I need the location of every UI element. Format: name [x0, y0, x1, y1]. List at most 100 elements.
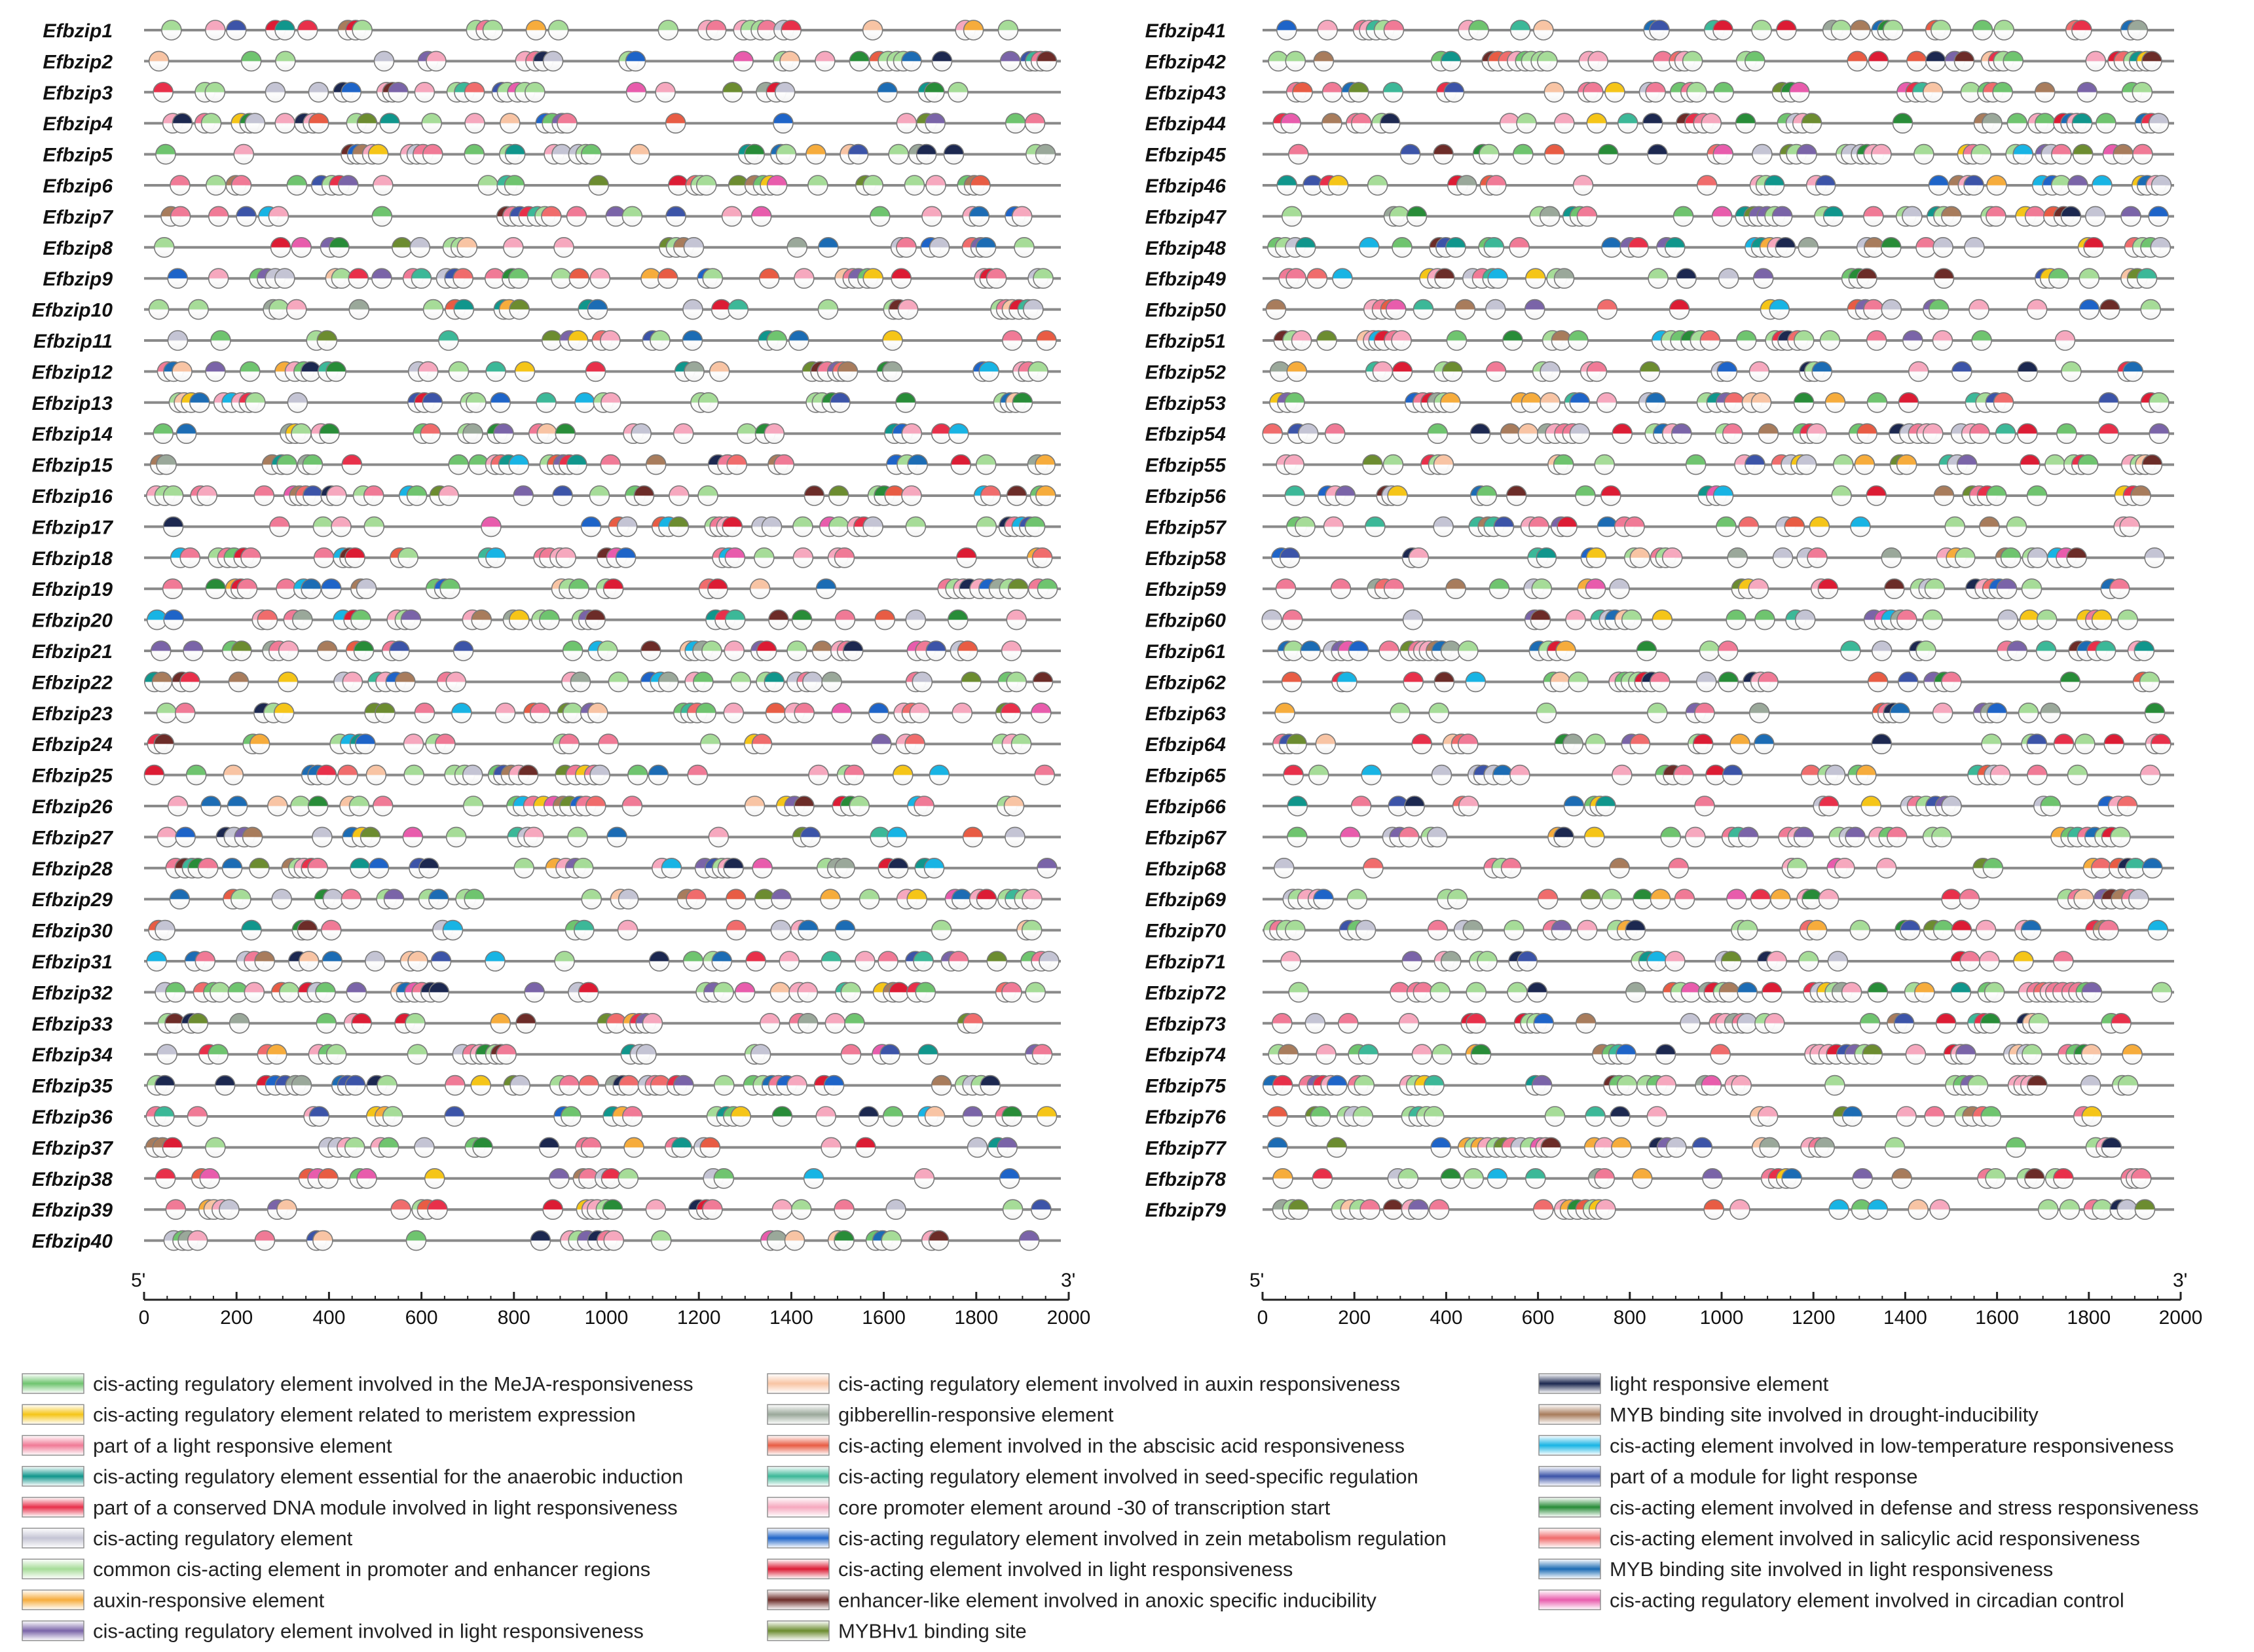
cis-element-marker	[1488, 578, 1510, 600]
cis-element-marker	[1284, 485, 1306, 506]
cis-element-marker	[1387, 485, 1408, 506]
cis-element-marker	[1738, 516, 1760, 538]
gene-label: Efbzip76	[1145, 1107, 1227, 1128]
cis-element-marker	[189, 392, 210, 413]
cis-element-marker	[1819, 330, 1841, 351]
cis-element-marker	[1691, 1137, 1713, 1158]
cis-element-marker	[2148, 206, 2169, 227]
cis-element-marker	[379, 113, 400, 134]
cis-element-marker	[1337, 671, 1358, 693]
cis-element-marker	[278, 982, 300, 1003]
cis-element-marker	[2013, 951, 2034, 972]
cis-element-marker	[298, 951, 320, 972]
cis-element-marker	[1035, 485, 1056, 506]
cis-element-marker	[769, 982, 791, 1003]
cis-element-marker	[1944, 516, 1966, 538]
cis-element-marker	[371, 268, 392, 289]
cis-element-marker	[1731, 1074, 1752, 1096]
cis-element-marker	[485, 547, 506, 568]
gene-label: Efbzip77	[1145, 1137, 1227, 1159]
cis-element-marker	[1863, 206, 1884, 227]
gene-label: Efbzip62	[1145, 672, 1227, 693]
cis-element-marker	[1852, 1168, 1873, 1189]
cis-element-marker	[375, 703, 396, 724]
cis-element-marker	[321, 578, 342, 600]
cis-element-marker	[424, 1168, 445, 1189]
cis-element-marker	[1531, 578, 1553, 600]
cis-element-marker	[1536, 703, 1557, 724]
cis-element-marker	[724, 609, 746, 631]
cis-element-marker	[1361, 764, 1382, 786]
cis-element-marker	[183, 640, 204, 661]
cis-element-marker	[373, 175, 394, 196]
cis-element-marker	[162, 1137, 183, 1158]
cis-element-marker	[1676, 268, 1697, 289]
cis-element-marker	[464, 889, 485, 909]
cis-element-marker	[239, 361, 261, 382]
cis-element-marker	[1655, 1074, 1676, 1096]
cis-element-marker	[464, 113, 485, 134]
cis-element-marker	[1557, 516, 1578, 538]
cis-element-marker	[2110, 826, 2131, 848]
cis-element-marker	[1306, 268, 1328, 289]
cis-element-marker	[1033, 268, 1054, 289]
cis-element-marker	[2151, 175, 2172, 196]
cis-element-marker	[1922, 609, 1944, 631]
cis-element-marker	[1831, 485, 1852, 506]
cis-element-marker	[2003, 50, 2024, 72]
cis-element-marker	[888, 143, 909, 165]
cis-element-marker	[435, 733, 456, 754]
cis-element-marker	[1748, 361, 1770, 382]
cis-element-marker	[957, 640, 978, 661]
cis-element-marker	[842, 640, 864, 661]
gene-label: Efbzip28	[32, 858, 113, 880]
cis-element-marker	[682, 951, 704, 972]
cis-element-marker	[1265, 299, 1287, 320]
cis-element-marker	[788, 330, 809, 351]
cis-element-marker	[219, 1199, 240, 1220]
cis-element-marker	[490, 392, 511, 413]
cis-element-marker	[1476, 485, 1498, 506]
three-prime-label: 3'	[2173, 1270, 2187, 1291]
cis-element-marker	[1324, 423, 1346, 445]
cis-element-marker	[1295, 236, 1316, 258]
cis-element-marker	[737, 423, 758, 445]
cis-element-marker	[199, 1168, 221, 1189]
cis-element-marker	[274, 268, 295, 289]
gene-label: Efbzip23	[32, 703, 113, 725]
gene-label: Efbzip32	[32, 982, 113, 1004]
axis-tick-label: 1200	[677, 1307, 721, 1329]
axis-tick-label: 1200	[1792, 1307, 1836, 1329]
cis-element-marker	[1434, 268, 1455, 289]
cis-element-marker	[1516, 113, 1537, 134]
cis-element-marker	[581, 143, 602, 165]
cis-element-marker	[1745, 454, 1765, 475]
cis-element-marker	[1834, 858, 1855, 879]
gene-label: Efbzip61	[1145, 641, 1226, 663]
cis-element-marker	[1818, 889, 1839, 909]
gene-label: Efbzip68	[1145, 858, 1227, 880]
legend-label: cis-acting regulatory element related to…	[93, 1403, 636, 1426]
cis-element-marker	[1288, 982, 1309, 1003]
cis-element-marker	[536, 423, 558, 445]
cis-element-marker	[405, 1013, 426, 1034]
cis-element-marker	[804, 485, 825, 506]
cis-element-marker	[1896, 454, 1917, 475]
cis-element-marker	[2026, 299, 2048, 320]
cis-element-marker	[648, 764, 669, 786]
cis-element-marker	[997, 1137, 1018, 1158]
cis-element-marker	[581, 889, 602, 909]
cis-element-marker	[1348, 640, 1369, 661]
cis-element-marker	[462, 796, 484, 817]
cis-element-marker	[618, 889, 639, 909]
cis-element-marker	[882, 361, 903, 382]
cis-element-marker	[176, 423, 197, 445]
legend-label: cis-acting element involved in light res…	[838, 1558, 1293, 1581]
cis-element-marker	[1628, 236, 1649, 258]
cis-element-marker	[1941, 796, 1962, 817]
cis-element-marker	[1759, 1137, 1781, 1158]
cis-element-marker	[585, 361, 606, 382]
cis-element-marker	[807, 175, 828, 196]
cis-element-marker	[878, 951, 898, 972]
cis-element-marker	[1323, 516, 1344, 538]
